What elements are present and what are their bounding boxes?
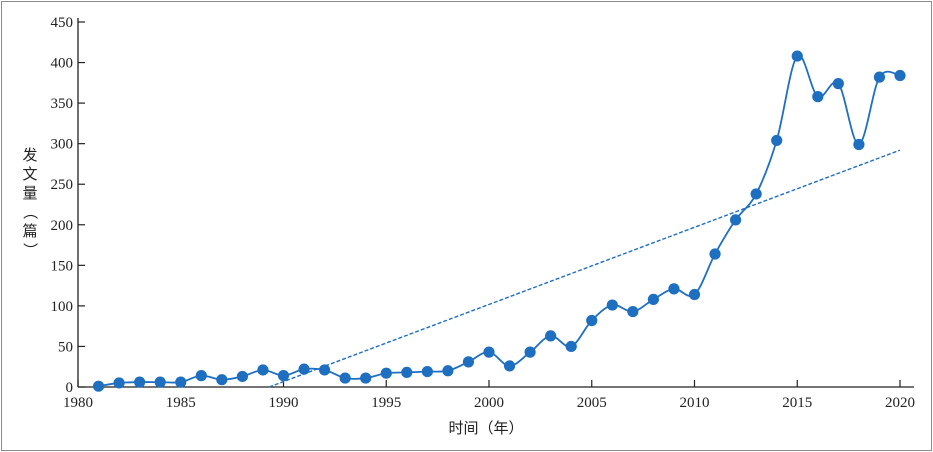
data-point [545,330,557,342]
x-axis-title: 时间（年） [448,419,523,437]
points-layer [92,50,906,392]
data-point [257,364,269,376]
data-point [894,69,906,82]
y-axis-title-char: 篇 [22,222,37,240]
data-point [832,78,844,90]
data-point [113,377,125,389]
data-point [791,50,803,62]
data-point [175,376,187,388]
data-point [134,376,146,388]
data-point [216,374,228,386]
y-tick-label: 400 [51,56,74,72]
trendline-layer [268,149,901,388]
y-axis-title-char: 量 [22,184,37,202]
data-point [236,370,248,383]
data-point [647,293,660,305]
data-point [92,380,105,392]
y-axis-title-char: ） [21,242,39,257]
y-tick-label: 200 [51,218,74,234]
data-point [380,367,392,379]
y-tick-label: 250 [51,177,74,193]
data-point [627,305,639,318]
data-point [442,365,454,377]
y-tick-label: 100 [51,299,74,315]
y-axis-title: 发文量 （ 篇 ） [21,146,39,258]
x-tick-label: 1980 [63,395,93,411]
x-tick-label: 1985 [166,395,196,411]
y-tick-label: 300 [51,137,74,153]
data-point [298,363,310,375]
data-point [524,346,536,358]
x-tick-label: 1995 [371,395,401,411]
y-axis-title-char: 发 [22,146,37,164]
y-tick-label: 350 [51,96,74,112]
data-point [812,91,824,103]
series-line [98,54,901,388]
x-tick-label: 2005 [577,395,607,411]
x-tick-label: 2000 [474,395,504,411]
data-point [277,370,290,382]
data-point [503,360,516,372]
y-axis-title-char: （ [21,204,39,219]
trendline [268,149,901,388]
x-tick-label: 1990 [269,395,299,411]
data-point [853,138,865,151]
data-point [360,372,372,384]
data-point [586,314,598,327]
data-point [688,288,701,301]
y-axis-title-char: 文 [22,165,37,183]
data-point [771,134,783,147]
data-point [421,365,433,378]
data-point [750,188,762,200]
data-point [483,346,495,358]
y-tick-label: 0 [66,380,74,396]
y-tick-label: 150 [51,258,74,274]
x-tick-label: 2020 [885,395,915,411]
data-point [709,248,721,260]
data-point [462,356,475,368]
data-point [154,376,166,388]
axes [77,18,914,388]
x-tick-label: 2015 [782,395,812,411]
data-point [873,71,886,83]
y-tick-label: 50 [58,339,73,355]
ticks: 0 50 100 150 200 250 300 350 400 450 1980 1985 1990 1… [51,15,916,411]
data-point [339,372,351,384]
y-tick-label: 450 [51,15,74,31]
data-point [401,366,413,378]
data-point [730,214,742,226]
data-point [195,370,207,382]
series-layer [98,54,901,388]
data-point [606,299,618,311]
x-tick-label: 2010 [680,395,710,411]
data-point [319,364,331,376]
data-point [565,340,577,353]
data-point [668,283,680,295]
